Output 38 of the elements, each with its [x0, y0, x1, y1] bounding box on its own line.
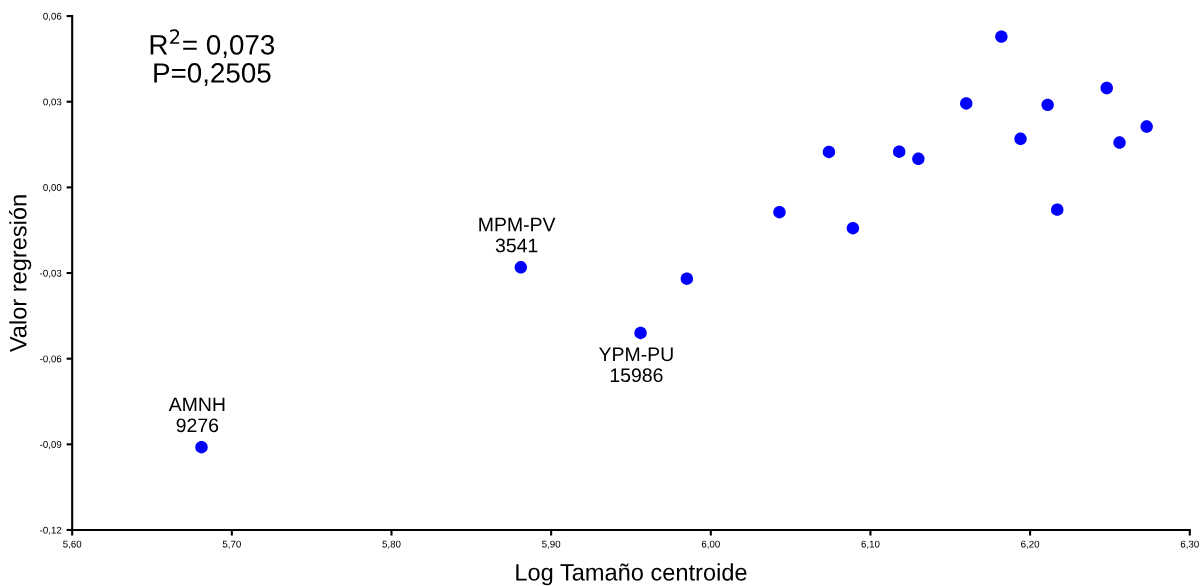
point	[912, 152, 925, 166]
y-axis-title: Valor regresión	[8, 195, 32, 353]
annotation: R$^{2}$= 0,073 P=0,2505	[150, 29, 275, 87]
x-tick-label: 6,20	[1021, 540, 1040, 549]
x-tick-label: 6,00	[701, 540, 720, 549]
x-tick-label: 5,60	[63, 540, 82, 549]
x-tick-label: 5,70	[222, 540, 241, 549]
y-tick-label: 0,03	[43, 98, 62, 107]
point	[1051, 203, 1064, 216]
point	[680, 272, 694, 285]
y-tick-label: -0,09	[40, 441, 62, 450]
point	[1140, 120, 1153, 133]
point	[773, 205, 786, 219]
point	[634, 326, 647, 340]
point	[846, 221, 860, 235]
y-tick-label: 0,00	[43, 184, 62, 193]
point	[1041, 98, 1054, 112]
point	[1100, 81, 1113, 95]
y-tick-label: -0,06	[40, 355, 62, 364]
point	[195, 440, 208, 454]
x-tick-label: 5,80	[382, 540, 401, 549]
point	[995, 30, 1008, 43]
y-tick-label: 0,06	[43, 12, 62, 21]
y-tick-label: -0,03	[40, 269, 62, 278]
x-axis-title: Log Tamaño centroide	[516, 563, 747, 586]
point	[514, 261, 528, 274]
point	[960, 97, 973, 110]
annotation: YPM-PU 15986	[599, 347, 673, 383]
x-tick-label: 5,90	[542, 540, 561, 549]
point	[822, 145, 836, 159]
x-tick-label: 6,10	[861, 540, 880, 549]
annotation: MPM-PV 3541	[479, 217, 556, 253]
point	[1014, 132, 1027, 146]
y-tick-label: -0,12	[40, 526, 62, 535]
point	[892, 145, 906, 158]
point	[1113, 136, 1126, 149]
x-tick-label: 6,30	[1180, 540, 1199, 549]
annotation: AMNH 9276	[168, 397, 225, 433]
